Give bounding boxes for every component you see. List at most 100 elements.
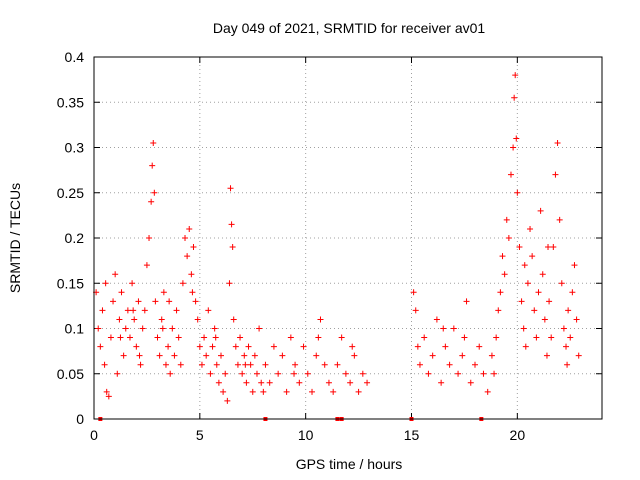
data-point bbox=[510, 144, 517, 151]
data-point bbox=[296, 379, 303, 386]
data-point bbox=[241, 352, 248, 359]
data-point bbox=[160, 289, 167, 296]
data-point bbox=[459, 352, 466, 359]
data-point bbox=[488, 352, 495, 359]
data-point bbox=[531, 307, 538, 314]
data-point bbox=[189, 289, 196, 296]
data-point bbox=[410, 289, 417, 296]
data-point bbox=[558, 280, 565, 287]
data-point bbox=[543, 352, 550, 359]
data-point bbox=[304, 370, 311, 377]
data-point bbox=[103, 388, 110, 395]
data-point bbox=[567, 334, 574, 341]
data-point bbox=[165, 343, 172, 350]
data-point bbox=[112, 271, 119, 278]
data-point bbox=[283, 388, 290, 395]
data-point bbox=[212, 334, 219, 341]
data-point bbox=[503, 216, 510, 223]
data-point bbox=[116, 316, 123, 323]
data-points bbox=[93, 72, 582, 421]
data-point bbox=[514, 189, 521, 196]
data-point bbox=[120, 352, 127, 359]
data-point bbox=[253, 370, 260, 377]
data-point bbox=[560, 325, 567, 332]
data-point bbox=[135, 298, 142, 305]
plot-frame bbox=[93, 56, 603, 420]
data-point bbox=[438, 379, 445, 386]
data-point bbox=[539, 271, 546, 278]
x-tick-label: 15 bbox=[404, 427, 420, 443]
data-point bbox=[124, 307, 131, 314]
data-point bbox=[182, 235, 189, 241]
data-point bbox=[575, 352, 582, 359]
data-point bbox=[440, 325, 447, 332]
data-point bbox=[198, 361, 205, 368]
data-point bbox=[338, 334, 345, 341]
data-point bbox=[256, 325, 263, 332]
data-point bbox=[126, 334, 133, 341]
data-point bbox=[472, 361, 478, 368]
y-tick-label: 0.4 bbox=[65, 49, 85, 65]
y-tick-label: 0.05 bbox=[57, 366, 84, 382]
data-point bbox=[480, 370, 487, 377]
x-tick-label: 20 bbox=[510, 427, 526, 443]
data-point bbox=[467, 379, 474, 386]
y-tick-label: 0.15 bbox=[57, 275, 84, 291]
data-point bbox=[232, 343, 239, 350]
data-point bbox=[279, 352, 286, 359]
data-point bbox=[450, 325, 457, 332]
x-tick-label: 5 bbox=[196, 427, 204, 443]
data-point bbox=[224, 397, 231, 404]
data-point bbox=[95, 325, 102, 332]
data-point bbox=[429, 352, 436, 359]
data-point bbox=[105, 393, 112, 400]
data-point bbox=[129, 280, 136, 287]
data-point bbox=[569, 289, 576, 296]
y-tick-label: 0 bbox=[76, 411, 84, 427]
data-point bbox=[520, 325, 527, 332]
data-point bbox=[571, 262, 578, 269]
data-point bbox=[317, 316, 324, 323]
data-point bbox=[99, 307, 106, 314]
data-point bbox=[209, 343, 216, 350]
data-point bbox=[351, 352, 358, 359]
data-point bbox=[495, 307, 502, 314]
data-point bbox=[291, 370, 298, 377]
data-point bbox=[315, 334, 322, 341]
y-tick-label: 0.1 bbox=[65, 321, 85, 337]
data-point bbox=[287, 334, 294, 341]
data-point bbox=[433, 316, 440, 323]
y-tick-label: 0.2 bbox=[65, 230, 85, 246]
data-point bbox=[205, 307, 212, 314]
data-point bbox=[203, 352, 210, 359]
data-point bbox=[243, 379, 250, 386]
data-point bbox=[245, 343, 252, 350]
data-point bbox=[501, 271, 508, 278]
data-point bbox=[229, 244, 236, 251]
data-point bbox=[330, 388, 337, 395]
data-point bbox=[313, 352, 320, 359]
y-tick-label: 0.35 bbox=[57, 94, 84, 110]
axis-ticks: 0 0.05 0.1 0.15 0.2 0.25 0.3 0.35 0.4 0 5 10 15 20 bbox=[57, 49, 602, 443]
data-point bbox=[573, 316, 580, 323]
data-point bbox=[455, 370, 462, 377]
data-point bbox=[416, 361, 423, 368]
data-point bbox=[491, 370, 498, 377]
data-point bbox=[262, 361, 269, 368]
y-tick-label: 0.3 bbox=[65, 140, 85, 156]
data-point bbox=[275, 370, 282, 377]
data-point bbox=[177, 361, 184, 368]
data-point bbox=[151, 189, 158, 196]
data-point bbox=[545, 244, 552, 251]
data-point bbox=[309, 388, 316, 395]
data-point bbox=[442, 343, 449, 350]
data-point bbox=[117, 334, 124, 341]
data-point bbox=[110, 298, 117, 305]
data-point bbox=[162, 361, 169, 368]
data-point bbox=[102, 280, 109, 287]
data-point bbox=[521, 262, 528, 269]
data-point bbox=[154, 334, 161, 341]
data-point bbox=[196, 343, 203, 350]
data-point bbox=[524, 280, 531, 287]
